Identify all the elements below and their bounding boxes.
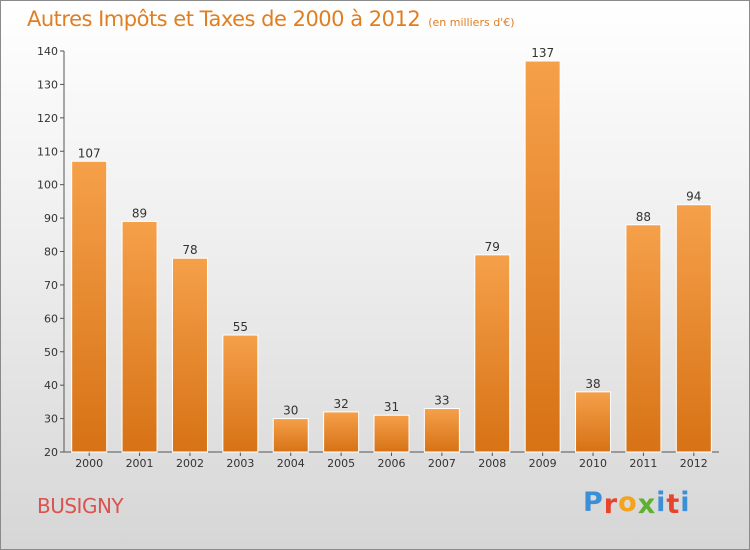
x-tick-label-2007: 2007 bbox=[428, 457, 456, 470]
chart-title-block: Autres Impôts et Taxes de 2000 à 2012 (en… bbox=[27, 7, 514, 31]
logo-letter: t bbox=[666, 489, 681, 520]
bar-2010 bbox=[575, 391, 612, 453]
bar-2007 bbox=[423, 408, 460, 453]
bar-2006 bbox=[373, 414, 410, 453]
y-tick-label: 120 bbox=[37, 112, 58, 125]
y-tick-label: 70 bbox=[44, 279, 58, 292]
bar-2011 bbox=[625, 224, 662, 453]
y-tick-label: 100 bbox=[37, 179, 58, 192]
x-tick-label-2003: 2003 bbox=[226, 457, 254, 470]
value-label-2011: 88 bbox=[636, 210, 651, 224]
value-label-2007: 33 bbox=[434, 394, 449, 408]
x-tick-label-2004: 2004 bbox=[277, 457, 305, 470]
logo-letter: x bbox=[637, 489, 657, 520]
y-tick-label: 130 bbox=[37, 78, 58, 91]
x-tick-label-2010: 2010 bbox=[579, 457, 607, 470]
logo-letter: P bbox=[583, 487, 604, 518]
value-label-2004: 30 bbox=[283, 404, 298, 418]
y-tick-label: 50 bbox=[44, 346, 58, 359]
axes: 20 30 40 50 60 70 80 90 100 110 120 130 140 bbox=[37, 45, 719, 459]
chart-subtitle: (en milliers d'€) bbox=[428, 16, 515, 29]
bar-2009 bbox=[524, 60, 561, 453]
y-tick-label: 80 bbox=[44, 246, 58, 259]
x-tick-label-2011: 2011 bbox=[629, 457, 657, 470]
bar-2005 bbox=[323, 411, 360, 453]
x-tick-label-2006: 2006 bbox=[378, 457, 406, 470]
value-label-2010: 38 bbox=[585, 377, 600, 391]
bar-2000 bbox=[71, 160, 108, 453]
commune-name: BUSIGNY bbox=[37, 494, 124, 518]
y-tick-label: 140 bbox=[37, 45, 58, 58]
value-label-2005: 32 bbox=[333, 397, 348, 411]
value-label-2012: 94 bbox=[686, 190, 701, 204]
y-tick-label: 30 bbox=[44, 413, 58, 426]
logo-letter: i bbox=[680, 487, 691, 518]
logo-letter: o bbox=[618, 487, 638, 518]
bar-2004 bbox=[272, 418, 309, 453]
value-label-2009: 137 bbox=[531, 46, 554, 60]
bar-2001 bbox=[121, 220, 158, 453]
y-tick-label: 90 bbox=[44, 212, 58, 225]
labels: 107 2000 89 2001 78 2002 55 2003 30 2004 32 2005 31 2… bbox=[75, 46, 708, 470]
value-label-2001: 89 bbox=[132, 206, 147, 220]
y-tick-label: 110 bbox=[37, 145, 58, 158]
bar-2002 bbox=[171, 257, 208, 453]
bar-2012 bbox=[675, 204, 712, 453]
logo-letter: r bbox=[603, 489, 619, 520]
value-label-2006: 31 bbox=[384, 400, 399, 414]
x-tick-label-2001: 2001 bbox=[126, 457, 154, 470]
proxiti-logo[interactable]: Proxiti bbox=[583, 487, 691, 520]
x-tick-label-2005: 2005 bbox=[327, 457, 355, 470]
x-tick-label-2009: 2009 bbox=[529, 457, 557, 470]
y-tick-label: 60 bbox=[44, 312, 58, 325]
value-label-2003: 55 bbox=[233, 320, 248, 334]
x-tick-label-2012: 2012 bbox=[680, 457, 708, 470]
bars bbox=[71, 60, 712, 453]
value-label-2008: 79 bbox=[485, 240, 500, 254]
y-tick-label: 20 bbox=[44, 446, 58, 459]
x-tick-label-2008: 2008 bbox=[478, 457, 506, 470]
x-tick-label-2002: 2002 bbox=[176, 457, 204, 470]
bar-2008 bbox=[474, 254, 511, 453]
logo-letter: i bbox=[656, 487, 667, 518]
bar-2003 bbox=[222, 334, 259, 453]
value-label-2000: 107 bbox=[78, 146, 101, 160]
x-tick-label-2000: 2000 bbox=[75, 457, 103, 470]
value-label-2002: 78 bbox=[182, 243, 197, 257]
y-tick-label: 40 bbox=[44, 379, 58, 392]
chart-title: Autres Impôts et Taxes de 2000 à 2012 bbox=[27, 7, 421, 31]
